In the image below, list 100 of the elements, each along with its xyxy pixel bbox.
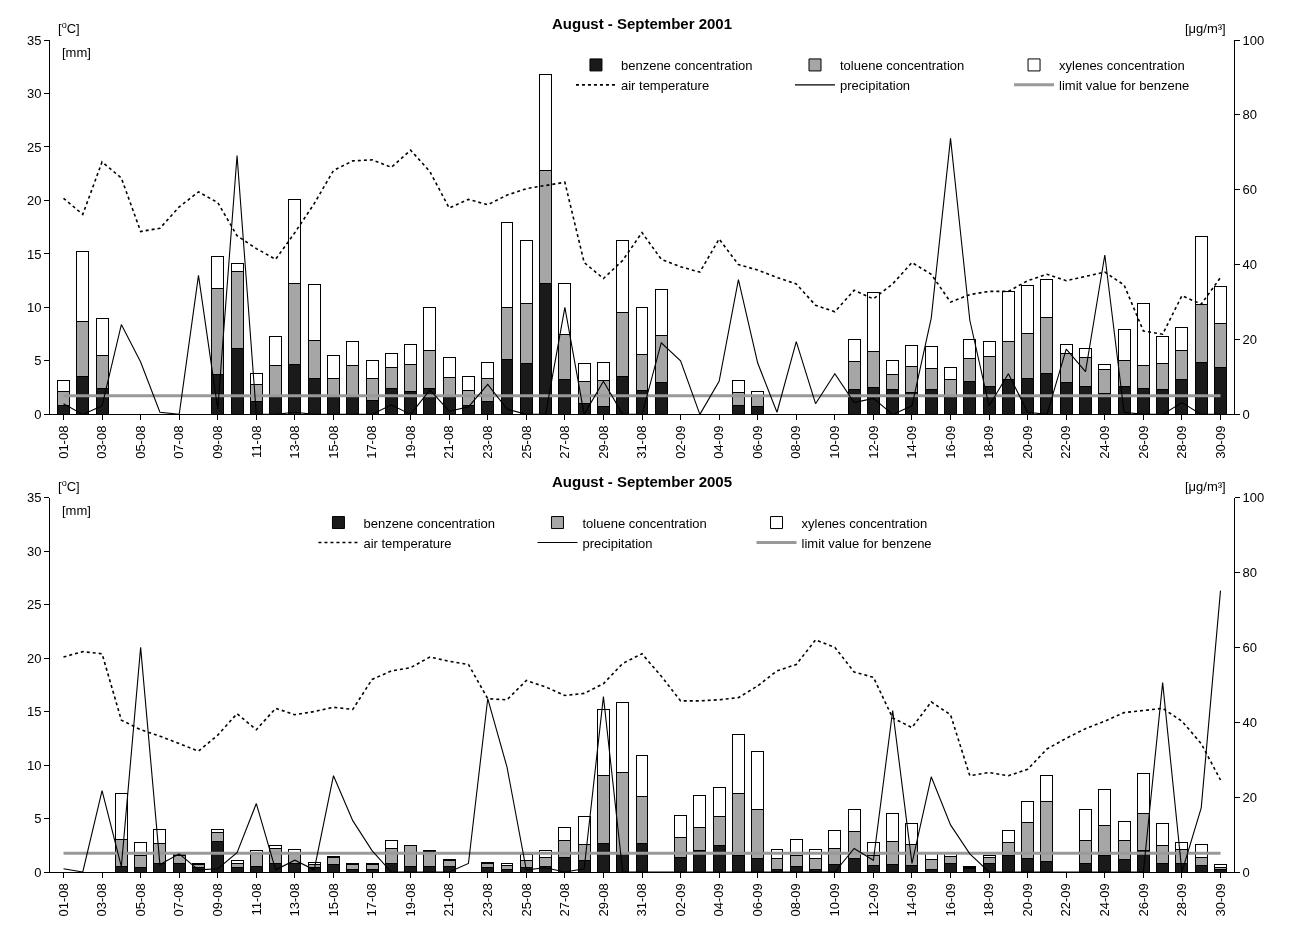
x-tick-label: 10-09	[827, 883, 843, 917]
x-tick-label: 14-09	[904, 883, 920, 917]
y-tick-label: 15	[26, 704, 42, 720]
x-tick-label: 07-08	[171, 425, 187, 459]
x-tick-label: 27-08	[557, 425, 573, 459]
x-tick-label: 16-09	[942, 425, 958, 459]
x-tick-label: 15-08	[325, 883, 341, 917]
x-tick-label: 22-09	[1058, 883, 1074, 917]
x-tick-label: 15-08	[325, 425, 341, 459]
legend-label: benzene concentration	[363, 515, 495, 531]
x-tick-label: 23-08	[479, 425, 495, 459]
x-tick-label: 25-08	[518, 425, 534, 459]
x-tick-label: 05-08	[132, 425, 148, 459]
x-tick-label: 20-09	[1019, 425, 1035, 459]
x-tick-label: 22-09	[1058, 425, 1074, 459]
legend-label: toluene concentration	[840, 58, 965, 73]
y2-tick-label: 20	[1242, 789, 1258, 805]
y-tick-label: 5	[34, 811, 42, 827]
x-tick-label: 31-08	[634, 425, 650, 459]
x-tick-label: 11-08	[248, 425, 264, 458]
y2-tick-label: 80	[1242, 107, 1258, 123]
y2-axis-title: [μg/m³]	[1185, 21, 1226, 36]
y-tick-label: 35	[26, 490, 42, 506]
x-tick-label: 06-09	[749, 425, 765, 459]
x-tick-label: 29-08	[595, 883, 611, 917]
y2-tick-label: 20	[1242, 332, 1258, 348]
x-tick-label: 29-08	[595, 425, 611, 459]
x-tick-label: 14-09	[904, 425, 920, 459]
legend-label: toluene concentration	[582, 515, 707, 531]
y-tick-label: 30	[26, 543, 42, 559]
x-tick-label: 10-09	[827, 425, 843, 459]
x-tick-label: 26-09	[1135, 425, 1151, 459]
x-tick-label: 30-09	[1212, 425, 1228, 459]
x-tick-label: 20-09	[1019, 883, 1035, 917]
y-tick-label: 5	[34, 353, 42, 369]
y2-tick-label: 0	[1242, 406, 1250, 422]
y2-tick-label: 40	[1242, 257, 1258, 273]
legend-label: xylenes concentration	[1059, 58, 1185, 73]
x-tick-label: 19-08	[402, 883, 418, 917]
legend-label: precipitation	[582, 535, 653, 551]
x-tick-label: 28-09	[1174, 883, 1190, 917]
y2-tick-label: 60	[1242, 639, 1258, 655]
x-tick-label: 09-08	[210, 425, 225, 459]
x-tick-label: 24-09	[1097, 883, 1113, 917]
annotation: [mm]	[62, 45, 91, 60]
x-tick-label: 01-08	[55, 883, 71, 917]
x-tick-label: 21-08	[441, 425, 457, 459]
x-tick-label: 03-08	[94, 425, 110, 459]
y-tick-label: 20	[26, 193, 42, 209]
x-tick-label: 13-08	[287, 883, 303, 917]
y2-tick-label: 80	[1242, 565, 1258, 581]
legend-label: xylenes concentration	[801, 515, 928, 531]
x-tick-label: 12-09	[865, 425, 881, 459]
x-tick-label: 16-09	[942, 883, 958, 917]
x-tick-label: 09-08	[210, 883, 225, 917]
x-tick-label: 02-09	[672, 883, 688, 917]
y-tick-label: 10	[26, 299, 42, 315]
y-tick-label: 25	[26, 139, 42, 155]
y2-tick-label: 60	[1242, 182, 1258, 198]
legend-label: air temperature	[363, 535, 452, 551]
y-axis-title: [$^{o}$C]	[58, 20, 80, 37]
y-tick-label: 30	[26, 86, 42, 102]
x-tick-label: 03-08	[94, 883, 110, 917]
y2-tick-label: 100	[1242, 32, 1265, 48]
y2-tick-label: 0	[1242, 864, 1250, 880]
x-tick-label: 25-08	[518, 883, 534, 917]
x-tick-label: 19-08	[402, 425, 418, 459]
y-axis-title: [$^{o}$C]	[58, 478, 80, 495]
chart-title: August - September 2001	[552, 15, 733, 32]
x-tick-label: 23-08	[479, 883, 495, 917]
annotation: [mm]	[62, 503, 91, 518]
x-tick-label: 08-09	[788, 883, 804, 917]
x-tick-label: 13-08	[287, 425, 303, 459]
x-tick-label: 26-09	[1135, 883, 1151, 917]
x-tick-label: 24-09	[1097, 425, 1113, 459]
y-tick-label: 20	[26, 650, 42, 666]
x-tick-label: 30-09	[1212, 883, 1228, 917]
x-tick-label: 11-08	[248, 883, 264, 916]
y2-tick-label: 100	[1242, 490, 1265, 506]
x-tick-label: 01-08	[55, 425, 71, 459]
x-tick-label: 27-08	[557, 883, 573, 917]
x-tick-label: 18-09	[981, 883, 997, 917]
legend-label: limit value for benzene	[801, 535, 932, 551]
y2-axis-title: [μg/m³]	[1185, 479, 1226, 494]
y-tick-label: 0	[34, 406, 42, 422]
y-tick-label: 0	[34, 864, 42, 880]
x-tick-label: 07-08	[171, 883, 187, 917]
legend-label: limit value for benzene	[1059, 77, 1190, 93]
y-tick-label: 35	[26, 32, 42, 48]
y-tick-label: 25	[26, 597, 42, 613]
x-tick-label: 28-09	[1174, 425, 1190, 459]
x-tick-label: 04-09	[711, 883, 727, 917]
chart-title: August - September 2005	[552, 473, 733, 490]
x-tick-label: 18-09	[981, 425, 997, 459]
x-tick-label: 21-08	[441, 883, 457, 917]
x-tick-label: 02-09	[672, 425, 688, 459]
x-tick-label: 12-09	[865, 883, 881, 917]
y-tick-label: 10	[26, 757, 42, 773]
x-tick-label: 04-09	[711, 425, 727, 459]
x-tick-label: 31-08	[634, 883, 650, 917]
